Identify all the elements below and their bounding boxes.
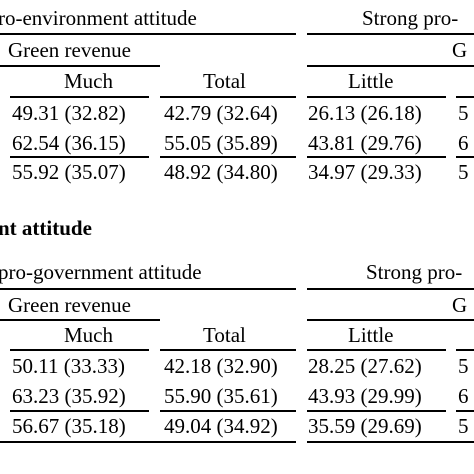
sum-rule	[10, 156, 149, 158]
col-total-header: Total	[203, 323, 246, 347]
cell-total: 42.18 (32.90)	[164, 354, 278, 378]
cell-next: 5	[458, 414, 469, 438]
green-revenue-header: Green revenue	[8, 38, 132, 62]
section-title: nt attitude	[0, 216, 92, 240]
sum-rule	[160, 156, 296, 158]
column-rule	[160, 96, 296, 98]
cell-total: 48.92 (34.80)	[164, 160, 278, 184]
cell-much: 55.92 (35.07)	[12, 160, 126, 184]
green-revenue-header: Green revenue	[8, 293, 132, 317]
cell-little: 26.13 (26.18)	[308, 101, 422, 125]
header-rule	[0, 33, 296, 35]
sum-rule	[307, 156, 446, 158]
subheader-rule	[307, 319, 474, 321]
cell-much: 50.11 (33.33)	[12, 354, 125, 378]
cell-little: 35.59 (29.69)	[308, 414, 422, 438]
cell-total: 49.04 (34.92)	[164, 414, 278, 438]
column-rule	[307, 96, 446, 98]
cell-much: 62.54 (36.15)	[12, 131, 126, 155]
cell-little: 43.93 (29.99)	[308, 384, 422, 408]
cell-little: 34.97 (29.33)	[308, 160, 422, 184]
sum-rule	[160, 410, 296, 412]
weak-attitude-header: ro-environment attitude	[0, 6, 197, 30]
cell-much: 63.23 (35.92)	[12, 384, 126, 408]
sum-rule	[456, 156, 474, 158]
cell-total: 55.05 (35.89)	[164, 131, 278, 155]
column-rule	[456, 349, 474, 351]
header-rule	[307, 33, 474, 35]
subheader-rule	[0, 319, 160, 321]
cell-little: 28.25 (27.62)	[308, 354, 422, 378]
subheader-rule	[307, 65, 474, 67]
cell-next: 5	[458, 101, 469, 125]
weak-attitude-header: pro-government attitude	[0, 260, 202, 284]
cell-much: 56.67 (35.18)	[12, 414, 126, 438]
col-total-header: Total	[203, 69, 246, 93]
cell-little: 43.81 (29.76)	[308, 131, 422, 155]
sum-rule	[10, 410, 149, 412]
cell-next: 6	[458, 131, 469, 155]
subheader-rule	[0, 65, 160, 67]
cell-much: 49.31 (32.82)	[12, 101, 126, 125]
col-little-header: Little	[348, 323, 394, 347]
column-rule	[456, 96, 474, 98]
col-little-header: Little	[348, 69, 394, 93]
cell-next: 5	[458, 160, 469, 184]
header-rule	[0, 288, 296, 290]
cell-next: 6	[458, 384, 469, 408]
col-much-header: Much	[64, 69, 113, 93]
column-rule	[307, 349, 446, 351]
column-rule	[10, 349, 149, 351]
col-much-header: Much	[64, 323, 113, 347]
cell-total: 42.79 (32.64)	[164, 101, 278, 125]
green-revenue-header-right: G	[452, 293, 468, 317]
strong-attitude-header: Strong pro-	[366, 260, 463, 284]
strong-attitude-header: Strong pro-	[362, 6, 459, 30]
cell-total: 55.90 (35.61)	[164, 384, 278, 408]
cell-next: 5	[458, 354, 469, 378]
column-rule	[10, 96, 149, 98]
green-revenue-header-right: G	[452, 38, 468, 62]
header-rule	[307, 288, 474, 290]
sum-rule	[456, 410, 474, 412]
bottom-rule	[0, 441, 296, 443]
sum-rule	[307, 410, 446, 412]
bottom-rule	[307, 441, 474, 443]
column-rule	[160, 349, 296, 351]
